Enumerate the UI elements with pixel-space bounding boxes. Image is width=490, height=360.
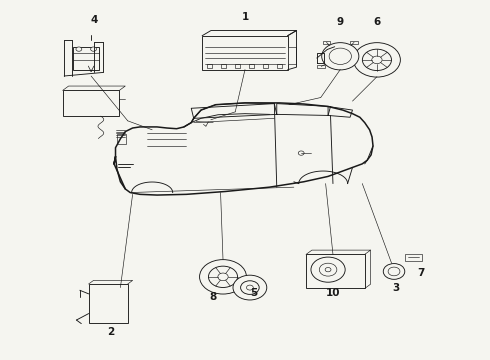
- Circle shape: [329, 48, 351, 64]
- Bar: [405, 253, 422, 261]
- Circle shape: [363, 49, 392, 71]
- Bar: [207, 64, 212, 68]
- Text: 3: 3: [392, 283, 399, 293]
- Text: 2: 2: [107, 327, 114, 337]
- Bar: [263, 64, 268, 68]
- Bar: [249, 64, 254, 68]
- Bar: [73, 46, 99, 70]
- Circle shape: [241, 281, 259, 294]
- Circle shape: [311, 257, 345, 282]
- Circle shape: [199, 260, 246, 294]
- Bar: [202, 36, 288, 70]
- Bar: [89, 284, 128, 323]
- Bar: [318, 64, 325, 68]
- Text: 5: 5: [250, 288, 257, 298]
- Text: 10: 10: [326, 288, 340, 298]
- Circle shape: [91, 47, 97, 51]
- Circle shape: [388, 267, 400, 276]
- Bar: [221, 64, 226, 68]
- Text: 8: 8: [210, 292, 217, 302]
- Circle shape: [208, 266, 238, 288]
- Text: 4: 4: [91, 15, 98, 26]
- Bar: [277, 64, 282, 68]
- Circle shape: [353, 42, 400, 77]
- Bar: [322, 41, 330, 44]
- Text: 6: 6: [373, 17, 381, 27]
- Circle shape: [76, 47, 82, 51]
- Text: 7: 7: [417, 268, 425, 278]
- Circle shape: [218, 273, 228, 280]
- Bar: [63, 90, 119, 116]
- Circle shape: [372, 56, 382, 64]
- Text: 1: 1: [242, 12, 248, 22]
- Text: 9: 9: [337, 17, 344, 27]
- Circle shape: [383, 264, 405, 279]
- Circle shape: [246, 285, 253, 290]
- Bar: [117, 134, 126, 144]
- Circle shape: [298, 151, 304, 155]
- Circle shape: [319, 263, 337, 276]
- Circle shape: [325, 267, 331, 272]
- Bar: [306, 255, 365, 288]
- Circle shape: [322, 42, 359, 70]
- Bar: [288, 47, 296, 64]
- Circle shape: [233, 275, 267, 300]
- Bar: [235, 64, 240, 68]
- Bar: [350, 41, 358, 44]
